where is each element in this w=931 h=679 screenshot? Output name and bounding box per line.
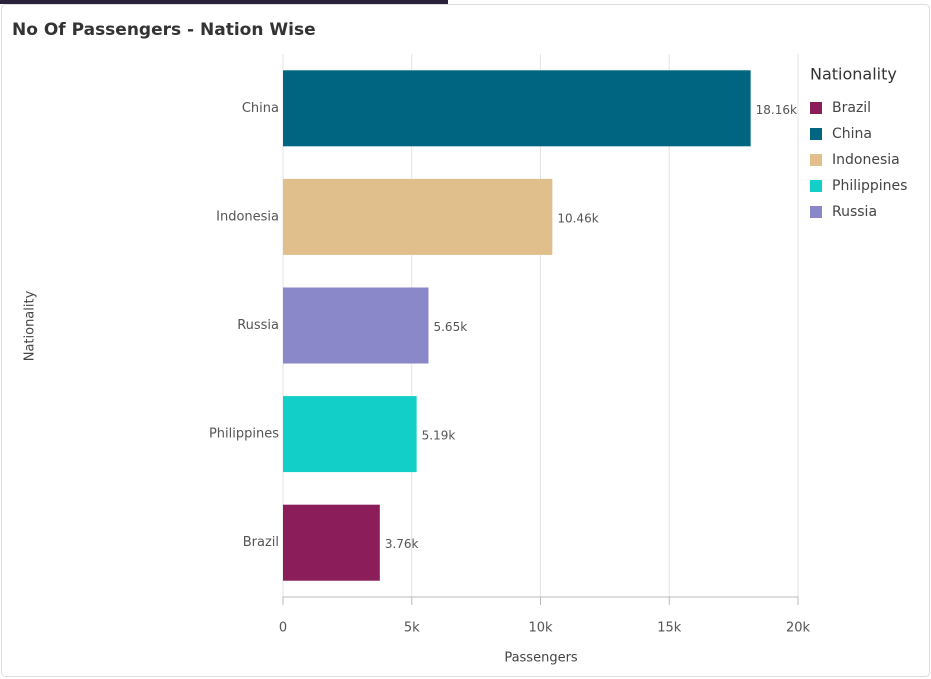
- legend-swatch: [810, 128, 822, 140]
- legend-label: Indonesia: [832, 152, 900, 168]
- legend-swatch: [810, 206, 822, 218]
- x-tick-label: 0: [279, 621, 287, 636]
- chart-title: No Of Passengers - Nation Wise: [12, 20, 316, 40]
- bar: [283, 504, 380, 581]
- legend-swatch: [810, 180, 822, 192]
- y-tick-label: Indonesia: [216, 209, 279, 224]
- y-tick-label: Brazil: [243, 535, 279, 550]
- legend-swatch: [810, 102, 822, 114]
- legend-swatch: [810, 154, 822, 166]
- bar: [283, 178, 553, 255]
- value-label: 18.16k: [756, 103, 797, 117]
- legend-label: Philippines: [832, 178, 907, 194]
- value-label: 3.76k: [385, 537, 419, 551]
- x-tick-label: 5k: [404, 621, 420, 636]
- x-tick-label: 10k: [528, 621, 553, 636]
- value-label: 10.46k: [557, 211, 598, 225]
- legend-label: Brazil: [832, 100, 871, 116]
- bar: [283, 287, 429, 364]
- legend-label: China: [832, 126, 872, 142]
- x-tick-label: 15k: [657, 621, 682, 636]
- y-axis-title: Nationality: [23, 290, 38, 361]
- background-strip: [0, 0, 448, 4]
- x-axis-title: Passengers: [504, 651, 578, 666]
- y-tick-label: Russia: [237, 318, 279, 333]
- legend-title: Nationality: [810, 65, 897, 84]
- legend-label: Russia: [832, 204, 877, 220]
- value-label: 5.65k: [433, 320, 467, 334]
- value-label: 5.19k: [422, 429, 456, 443]
- y-tick-label: China: [242, 101, 279, 116]
- y-tick-label: Philippines: [209, 427, 279, 442]
- bar: [283, 396, 417, 473]
- x-tick-label: 20k: [786, 621, 811, 636]
- bar: [283, 70, 751, 147]
- card: [1, 4, 930, 677]
